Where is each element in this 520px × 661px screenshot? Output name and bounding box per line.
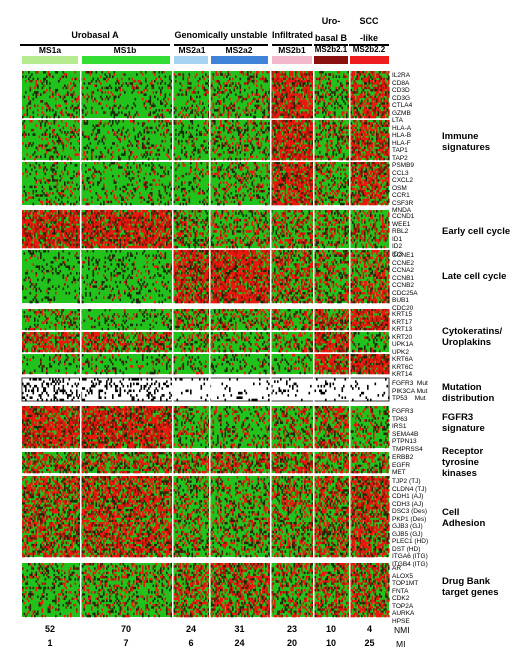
nmi-ms2b1: 23	[272, 624, 312, 634]
gene-list-rtk: ERBB2 EGFR MET	[392, 454, 413, 477]
gene-list-fgfr3: FGFR3 TP63 IRS1 SEMA4B PTPN13 TMPRSS4	[392, 408, 423, 453]
gene-list-cell-adhesion: TJP2 (TJ) CLDN4 (TJ) CDH1 (AJ) CDH3 (AJ)…	[392, 478, 428, 568]
signature-label-early-cell-cycle: Early cell cycle	[442, 226, 510, 237]
signature-label-mutations: Mutation distribution	[442, 382, 494, 404]
nmi-ms2a2: 31	[211, 624, 268, 634]
mi-label: MI	[396, 639, 405, 649]
mi-ms1a: 1	[22, 638, 78, 648]
gene-list-immune: IL2RA CD8A CD3D CD3G CTLA4 GZMB LTA HLA-…	[392, 72, 414, 215]
signature-label-fgfr3: FGFR3 signature	[442, 412, 485, 434]
gene-list-late-cell-cycle: CCNE1 CCNE2 CCNA2 CCNB1 CCNB2 CDC25A BUB…	[392, 252, 418, 312]
nmi-ms2a1: 24	[174, 624, 208, 634]
signature-label-cytokeratins: Cytokeratins/ Uroplakins	[442, 326, 502, 348]
mi-ms1b: 7	[82, 638, 170, 648]
mi-ms2a1: 6	[174, 638, 208, 648]
signature-label-immune: Immune signatures	[442, 131, 490, 153]
signature-label-cell-adhesion: Cell Adhesion	[442, 507, 485, 529]
mi-ms2a2: 24	[211, 638, 268, 648]
signature-label-late-cell-cycle: Late cell cycle	[442, 271, 506, 282]
nmi-ms2b2-2: 4	[350, 624, 389, 634]
mi-ms2b1: 20	[272, 638, 312, 648]
signature-label-drug-bank: Drug Bank target genes	[442, 576, 499, 598]
mi-ms2b2-2: 25	[350, 638, 389, 648]
nmi-ms2b2-1: 10	[314, 624, 348, 634]
nmi-label: NMI	[394, 625, 410, 635]
nmi-ms1b: 70	[82, 624, 170, 634]
signature-label-rtk: Receptor tyrosine kinases	[442, 446, 483, 479]
gene-list-cytokeratins: KRT15 KRT17 KRT13 KRT20 UPK1A UPK2 KRT6A…	[392, 311, 413, 379]
nmi-ms1a: 52	[22, 624, 78, 634]
gene-list-drug-bank: AR ALOX5 TOP1MT FNTA CDK2 TOP2A AURKA HP…	[392, 565, 418, 625]
mi-ms2b2-1: 10	[314, 638, 348, 648]
gene-list-mutations: FGFR3 Mut PIK3CA Mut TP53 Mut	[392, 380, 428, 403]
